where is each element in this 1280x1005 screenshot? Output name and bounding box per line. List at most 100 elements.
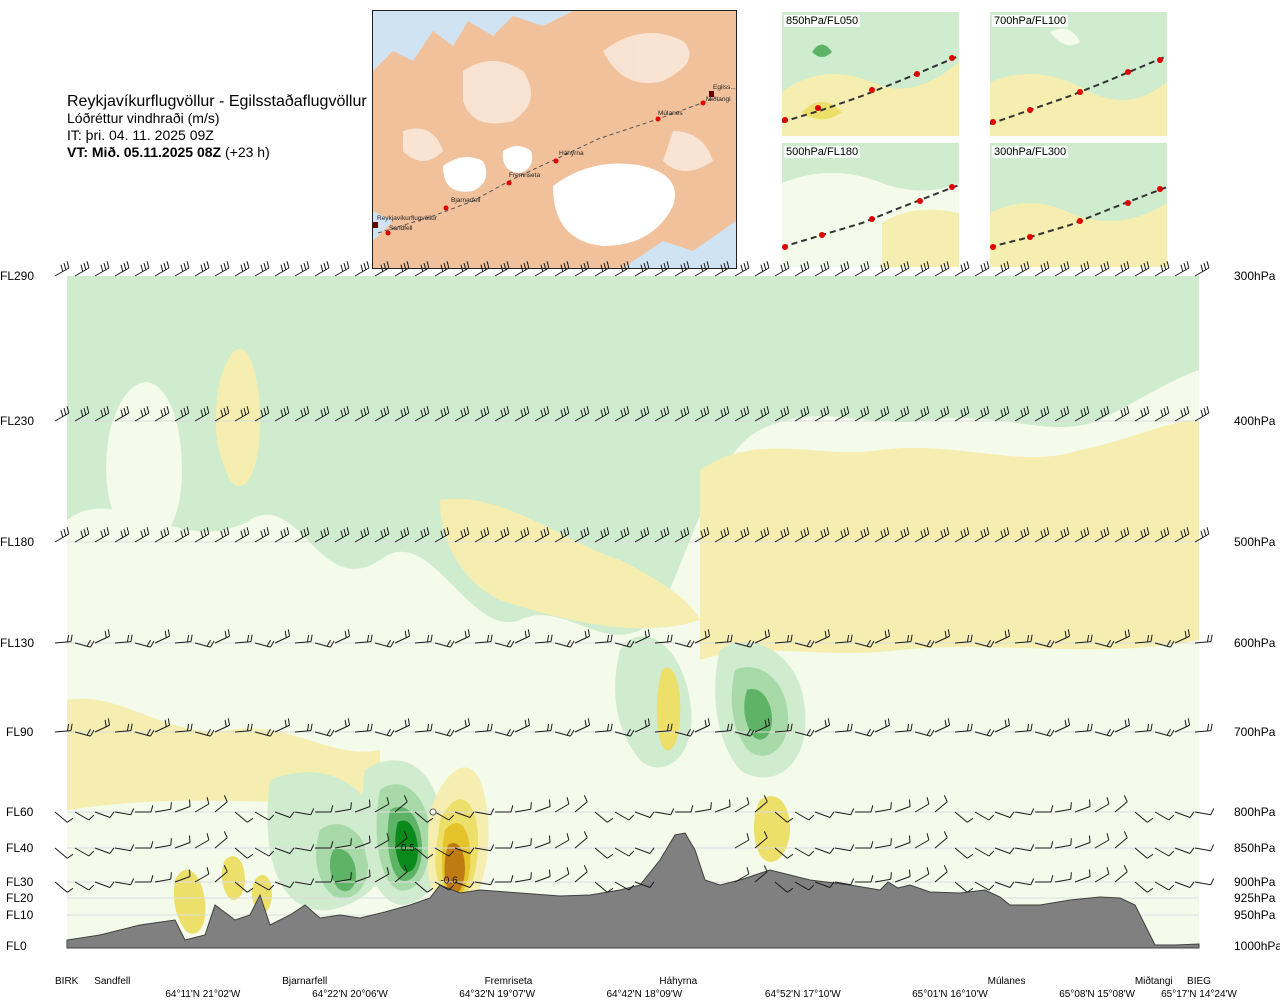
wind-barb <box>294 527 310 543</box>
wind-barb <box>534 799 551 813</box>
wind-barb <box>934 718 950 733</box>
wind-barb <box>1034 728 1055 737</box>
wind-barb <box>794 811 815 821</box>
wind-barb <box>254 527 270 543</box>
wind-barb <box>394 831 408 849</box>
panel-label-500: 500hPa/FL180 <box>784 146 861 158</box>
wind-barb <box>1194 878 1215 886</box>
wind-barb <box>634 811 655 818</box>
station-label: Múlanes <box>987 976 1026 987</box>
wind-barb <box>1074 723 1093 733</box>
wind-barb <box>914 797 930 813</box>
wind-barb <box>194 833 210 849</box>
map-label-midtangi: Miðtangi <box>706 95 731 103</box>
wind-barb <box>454 261 470 277</box>
wind-barb <box>254 811 275 821</box>
wind-barb <box>1014 527 1030 543</box>
wind-barb <box>495 805 514 813</box>
wind-barb <box>774 847 794 859</box>
wind-barb <box>474 261 490 277</box>
wind-barb <box>1134 634 1153 644</box>
wind-barb <box>834 406 850 422</box>
wind-barb <box>654 634 673 644</box>
wind-barb <box>194 639 215 648</box>
left-axis-label: FL180 <box>0 535 35 549</box>
wind-barb <box>874 629 890 644</box>
wind-barb <box>1094 527 1110 543</box>
wind-barb <box>394 795 408 813</box>
valid-time: VT: Mið. 05.11.2025 08Z (+23 h) <box>67 144 270 160</box>
wind-barb <box>734 833 750 849</box>
wind-barb <box>694 261 710 277</box>
wind-barb <box>334 718 350 733</box>
wind-barb <box>54 847 74 859</box>
panel-label-850: 850hPa/FL050 <box>784 15 861 27</box>
wind-barb <box>554 527 570 543</box>
wind-barb <box>1014 878 1035 886</box>
wind-barb <box>614 881 635 891</box>
wind-barb <box>54 811 74 823</box>
wind-barb <box>874 261 890 277</box>
coordinate-label: 64°42'N 18°09'W <box>606 989 683 1000</box>
wind-barb <box>974 881 995 891</box>
wind-barb <box>394 261 410 277</box>
wind-barb <box>594 881 614 893</box>
wind-barb <box>834 723 853 733</box>
wind-barb <box>774 527 790 543</box>
wind-barb <box>934 831 948 849</box>
wind-barb <box>914 261 930 277</box>
coordinate-label: 64°11'N 21°02'W <box>165 989 241 1000</box>
wind-barb <box>274 881 295 888</box>
wind-barb <box>154 718 170 733</box>
map-label-mulanes: Múlanes <box>658 110 683 117</box>
wind-barb <box>1174 527 1190 543</box>
wind-barb <box>254 261 270 277</box>
wind-barb <box>974 728 995 737</box>
wind-barb <box>374 728 395 737</box>
wind-barb <box>814 527 830 543</box>
wind-barb <box>214 718 230 733</box>
wind-barb <box>214 865 228 883</box>
wind-barb <box>1174 718 1190 733</box>
wind-barb <box>675 805 694 813</box>
wind-barb <box>714 406 730 422</box>
wind-barb <box>454 847 475 854</box>
left-axis-label: FL230 <box>0 414 35 428</box>
wind-barb <box>154 406 170 422</box>
wind-barb <box>834 527 850 543</box>
wind-barb <box>854 261 870 277</box>
left-axis-label: FL40 <box>6 841 34 855</box>
wind-barb <box>574 795 588 813</box>
wind-barb <box>714 723 733 733</box>
wind-barb <box>754 865 768 883</box>
wind-barb <box>94 811 115 818</box>
panel-850hpa-svg <box>781 12 960 136</box>
wind-barb <box>234 406 250 422</box>
wind-barb <box>1035 805 1054 813</box>
wind-barb <box>994 406 1010 422</box>
wind-barb <box>674 728 695 737</box>
wind-barb <box>454 406 470 422</box>
station-label: Háhyrna <box>659 976 698 987</box>
wind-barb <box>554 867 570 883</box>
wind-barb <box>194 406 210 422</box>
wind-barb <box>1194 808 1215 816</box>
wind-barb <box>734 406 750 422</box>
wind-barb <box>394 629 410 644</box>
wind-barb <box>74 261 90 277</box>
wind-barb <box>534 723 553 733</box>
wind-barb <box>734 639 755 648</box>
station-label: BIEG <box>1187 976 1211 987</box>
wind-barb <box>74 406 90 422</box>
wind-barb <box>634 261 650 277</box>
wind-barb <box>254 881 275 891</box>
station-label: Bjarnarfell <box>282 976 328 987</box>
wind-barb <box>374 797 390 813</box>
wind-barb <box>1194 406 1210 422</box>
wind-barb <box>1114 831 1128 849</box>
right-axis-label: 1000hPa <box>1234 939 1280 953</box>
issue-time: IT: þri. 04. 11. 2025 09Z <box>67 127 214 143</box>
wind-barb <box>1074 835 1091 849</box>
wind-barb <box>834 878 855 886</box>
wind-barb <box>74 527 90 543</box>
